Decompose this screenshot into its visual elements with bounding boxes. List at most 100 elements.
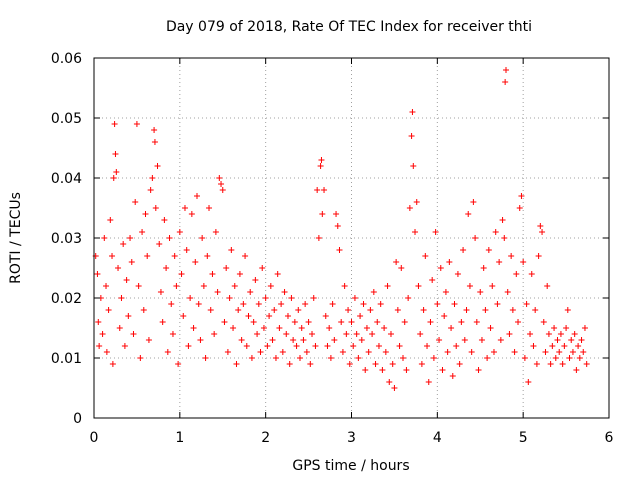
data-point [396, 343, 403, 349]
data-point [233, 361, 240, 367]
data-point [140, 307, 147, 313]
data-point [424, 343, 431, 349]
data-point [360, 301, 367, 307]
data-point [101, 235, 108, 241]
data-point [477, 289, 484, 295]
data-point [351, 295, 358, 301]
x-tick-label: 6 [605, 430, 614, 446]
data-point [336, 247, 343, 253]
data-point [322, 313, 329, 319]
data-point [120, 241, 127, 247]
data-point [315, 235, 322, 241]
data-point [240, 301, 247, 307]
data-point [180, 313, 187, 319]
data-point [190, 325, 197, 331]
data-point [564, 307, 571, 313]
data-point [382, 349, 389, 355]
data-point [151, 139, 158, 145]
data-point [281, 289, 288, 295]
data-point [475, 367, 482, 373]
data-point [563, 325, 570, 331]
data-point [418, 361, 425, 367]
data-point [200, 283, 207, 289]
data-point [408, 133, 415, 139]
data-point [566, 355, 573, 361]
data-point [293, 343, 300, 349]
data-point [552, 355, 559, 361]
data-point [157, 289, 164, 295]
data-point [324, 343, 331, 349]
data-point [480, 265, 487, 271]
x-axis: 0 1 2 3 4 5 6 [90, 58, 614, 446]
data-point [436, 337, 443, 343]
data-point [576, 355, 583, 361]
data-point [422, 253, 429, 259]
data-point [379, 367, 386, 373]
data-point [128, 259, 135, 265]
data-point [173, 283, 180, 289]
data-point [300, 337, 307, 343]
data-point [573, 367, 580, 373]
data-point [226, 295, 233, 301]
data-point [327, 355, 334, 361]
data-point [362, 367, 369, 373]
data-point [133, 121, 140, 127]
data-point [216, 175, 223, 181]
data-point [551, 325, 558, 331]
data-point [406, 205, 413, 211]
data-point [542, 349, 549, 355]
data-point [581, 325, 588, 331]
data-point [537, 223, 544, 229]
x-axis-label: GPS time / hours [292, 458, 409, 474]
data-point [334, 223, 341, 229]
data-point [377, 301, 384, 307]
y-tick-label: 0 [73, 411, 82, 427]
data-point [413, 199, 420, 205]
data-point [434, 301, 441, 307]
data-point [250, 319, 257, 325]
data-point [547, 361, 554, 367]
data-point [350, 343, 357, 349]
data-point [472, 235, 479, 241]
data-point [557, 331, 564, 337]
data-point [466, 283, 473, 289]
data-point [329, 301, 336, 307]
data-point [212, 229, 219, 235]
data-point [405, 295, 412, 301]
data-point [439, 367, 446, 373]
data-point [288, 295, 295, 301]
data-point [247, 289, 254, 295]
data-point [412, 229, 419, 235]
y-tick-label: 0.01 [51, 351, 82, 367]
data-point [580, 349, 587, 355]
data-point [284, 313, 291, 319]
data-point [202, 355, 209, 361]
data-point [502, 79, 509, 85]
data-point [499, 217, 506, 223]
data-point [197, 337, 204, 343]
data-point [458, 319, 465, 325]
data-point [312, 343, 319, 349]
data-point [497, 337, 504, 343]
x-tick-label: 4 [433, 430, 442, 446]
data-point [94, 271, 101, 277]
data-point [429, 277, 436, 283]
data-point [318, 157, 325, 163]
data-point [297, 355, 303, 361]
data-point [384, 283, 391, 289]
data-point [338, 319, 345, 325]
data-point [485, 247, 492, 253]
data-point [238, 337, 245, 343]
data-point [427, 319, 434, 325]
data-point [223, 265, 230, 271]
data-point [298, 325, 305, 331]
data-point [161, 217, 168, 223]
data-point [147, 187, 154, 193]
data-point [540, 319, 547, 325]
data-point [266, 313, 273, 319]
data-point [279, 349, 286, 355]
data-point [168, 301, 175, 307]
data-point [105, 307, 112, 313]
y-tick-label: 0.02 [51, 291, 82, 307]
